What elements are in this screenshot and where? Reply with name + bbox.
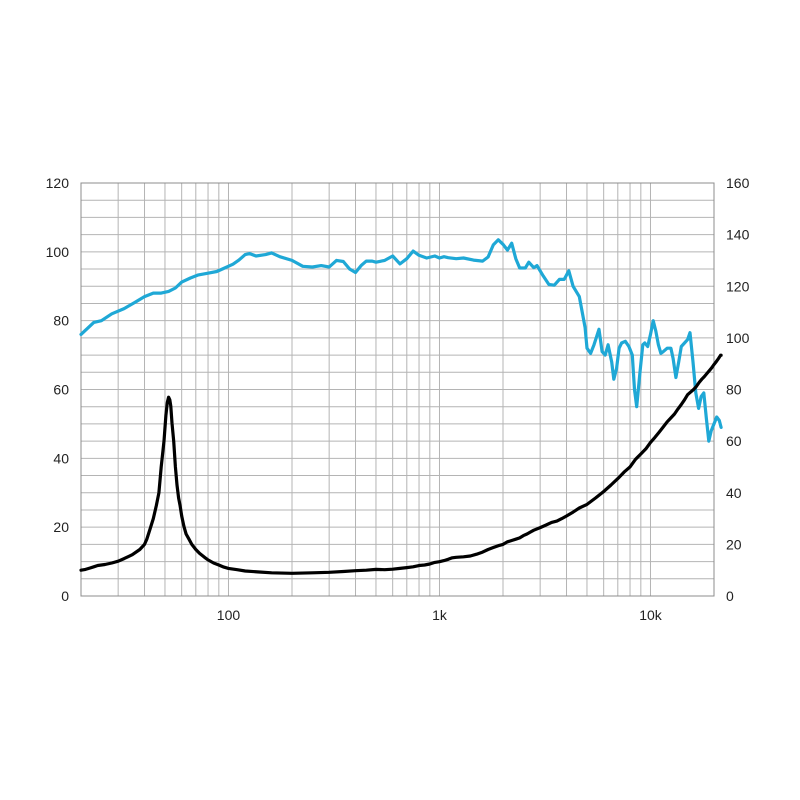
plot-frame <box>80 182 715 597</box>
right-tick-label: 160 <box>726 175 750 191</box>
left-tick-label: 0 <box>61 588 69 604</box>
right-tick-label: 140 <box>726 227 750 243</box>
right-tick-label: 80 <box>726 382 742 398</box>
left-tick-label: 120 <box>46 175 70 191</box>
right-tick-label: 20 <box>726 536 742 552</box>
left-tick-label: 40 <box>53 450 69 466</box>
x-tick-label: 10k <box>639 607 663 623</box>
right-tick-label: 40 <box>726 485 742 501</box>
left-axis-ticks: 0 20 40 60 80 100 120 <box>46 175 70 604</box>
right-tick-label: 0 <box>726 588 734 604</box>
left-tick-label: 100 <box>46 244 70 260</box>
x-axis-ticks: 100 1k 10k <box>217 607 663 623</box>
right-tick-label: 60 <box>726 433 742 449</box>
grid <box>80 182 715 597</box>
series-layer <box>79 238 723 575</box>
response-curve <box>79 238 723 443</box>
left-tick-label: 20 <box>53 519 69 535</box>
left-tick-label: 80 <box>53 313 69 329</box>
x-tick-label: 1k <box>432 607 448 623</box>
x-tick-label: 100 <box>217 607 241 623</box>
left-tick-label: 60 <box>53 382 69 398</box>
right-tick-label: 120 <box>726 278 750 294</box>
impedance-curve <box>79 353 723 575</box>
right-axis-ticks: 0 20 40 60 80 100 120 140 160 <box>726 175 750 604</box>
right-tick-label: 100 <box>726 330 750 346</box>
